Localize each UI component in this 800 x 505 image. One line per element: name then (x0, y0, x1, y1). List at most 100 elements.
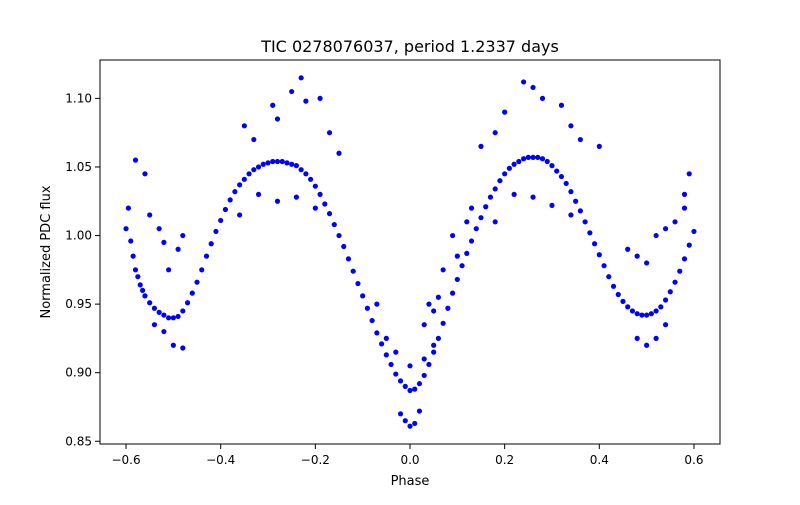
data-point (520, 156, 527, 162)
data-point (397, 411, 404, 417)
data-point (591, 241, 598, 247)
data-point (161, 312, 167, 318)
data-point (237, 182, 243, 188)
data-point (468, 238, 475, 244)
data-point (166, 267, 172, 273)
data-point (170, 342, 176, 348)
data-point (132, 157, 139, 163)
x-tick-label: −0.2 (301, 453, 330, 467)
y-tick-label: 1.00 (65, 229, 92, 243)
data-point (502, 109, 508, 115)
data-point (435, 335, 441, 341)
data-point (525, 154, 531, 160)
data-point (407, 363, 413, 369)
data-point (563, 180, 569, 187)
data-point (549, 163, 555, 169)
data-point (208, 241, 214, 247)
data-point (445, 305, 451, 311)
data-point (303, 98, 309, 104)
data-point (558, 173, 565, 180)
data-point (412, 420, 418, 427)
data-point (232, 189, 238, 195)
data-point (421, 322, 427, 328)
data-point (274, 116, 281, 122)
data-point (658, 304, 664, 310)
data-point (379, 341, 385, 347)
data-point (421, 356, 427, 362)
data-point (672, 279, 678, 285)
data-point (227, 197, 233, 203)
data-point (625, 246, 631, 252)
data-point (634, 311, 640, 317)
data-point (312, 205, 318, 211)
data-point (147, 300, 153, 306)
data-point (653, 232, 659, 239)
data-point (568, 123, 574, 129)
data-point (440, 267, 446, 273)
data-point (317, 95, 323, 101)
data-point (416, 408, 423, 414)
data-point (554, 168, 560, 174)
data-point (180, 345, 186, 351)
data-point (662, 322, 669, 328)
data-point (341, 243, 347, 250)
data-point (587, 230, 593, 236)
data-point (667, 289, 673, 295)
data-point (293, 163, 300, 169)
data-point (625, 304, 631, 310)
data-point (478, 215, 484, 221)
data-point (147, 212, 153, 218)
data-point (189, 290, 195, 296)
data-point (620, 298, 626, 304)
data-point (180, 308, 186, 314)
data-point (558, 102, 565, 108)
data-point (615, 291, 621, 298)
data-point (322, 201, 328, 207)
data-point (492, 130, 498, 136)
data-point (151, 322, 158, 328)
data-point (454, 253, 460, 259)
y-axis-label: Normalized PDC flux (39, 185, 54, 318)
chart-title: TIC 0278076037, period 1.2337 days (260, 37, 559, 56)
data-point (681, 256, 688, 262)
data-point (317, 191, 323, 197)
data-point (681, 205, 688, 211)
data-point (662, 297, 669, 303)
data-point (175, 246, 181, 252)
data-point (644, 260, 650, 266)
data-point (156, 226, 162, 232)
data-point (142, 171, 148, 177)
data-point (573, 198, 579, 204)
data-point (364, 305, 370, 311)
data-point (634, 335, 640, 341)
data-point (691, 228, 697, 235)
data-point (284, 160, 290, 166)
data-point (686, 242, 692, 248)
data-point (497, 178, 503, 184)
data-point (653, 335, 659, 341)
x-tick-label: −0.6 (111, 453, 140, 467)
data-point (596, 252, 602, 258)
data-point (374, 330, 380, 336)
data-point (662, 226, 669, 232)
data-point (473, 226, 479, 232)
data-point (464, 250, 470, 256)
plot-frame (99, 59, 721, 445)
data-point (374, 301, 380, 307)
data-point (577, 136, 583, 143)
data-point (326, 211, 333, 217)
data-point (544, 158, 550, 165)
x-tick-label: 0.0 (400, 453, 419, 467)
data-point (293, 194, 300, 200)
data-point (213, 228, 219, 235)
data-point (246, 171, 252, 177)
data-point (502, 171, 508, 177)
data-point (270, 158, 276, 165)
data-point (132, 267, 139, 273)
data-point (135, 274, 141, 280)
data-point (440, 320, 446, 326)
data-point (506, 165, 512, 171)
data-point (568, 212, 574, 218)
data-point (241, 176, 247, 182)
